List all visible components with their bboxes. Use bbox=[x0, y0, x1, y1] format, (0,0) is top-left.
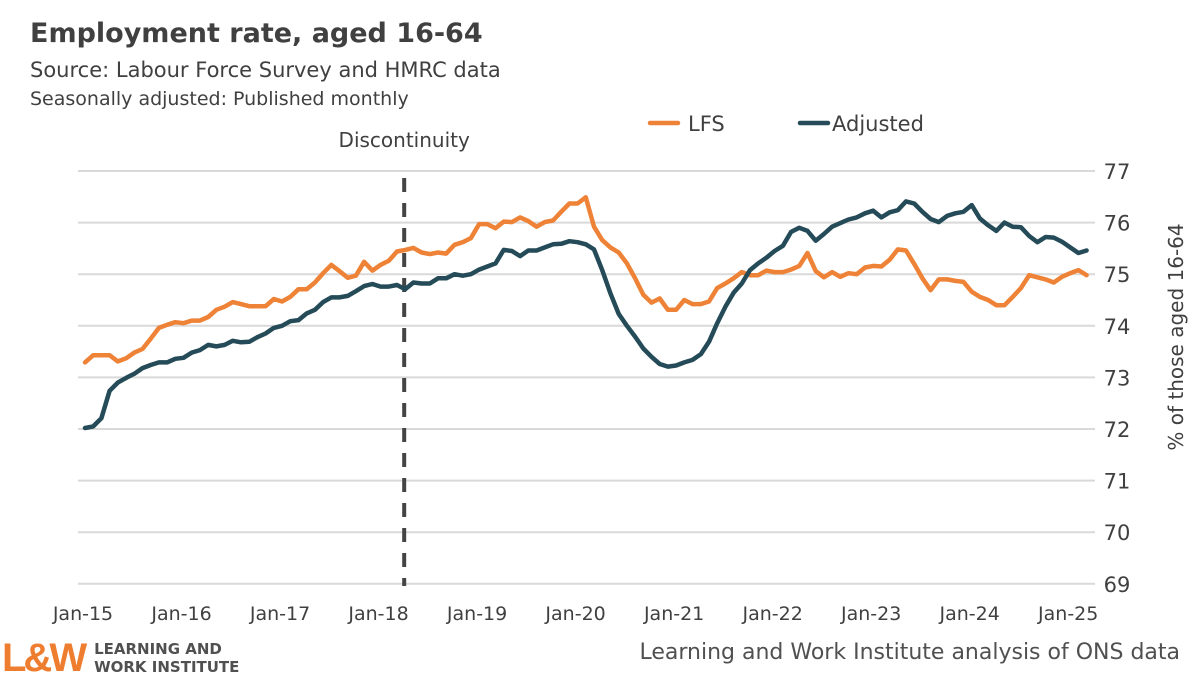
y-tick-label: 69 bbox=[1104, 573, 1131, 597]
x-tick-label: Jan-16 bbox=[150, 603, 211, 625]
series-line-lfs bbox=[82, 195, 1089, 365]
x-tick-label: Jan-24 bbox=[939, 603, 1000, 625]
series-line-adjusted bbox=[82, 199, 1089, 431]
discontinuity-label: Discontinuity bbox=[339, 128, 470, 152]
y-axis-label: % of those aged 16-64 bbox=[1164, 223, 1188, 450]
chart-note: Seasonally adjusted: Published monthly bbox=[30, 88, 409, 110]
x-tick-label: Jan-15 bbox=[52, 603, 113, 625]
x-tick-label: Jan-25 bbox=[1037, 603, 1098, 625]
y-tick-label: 73 bbox=[1104, 366, 1131, 390]
footer-credit: Learning and Work Institute analysis of … bbox=[639, 640, 1181, 665]
logo-text-line1: LEARNING AND bbox=[94, 640, 222, 658]
y-tick-label: 74 bbox=[1104, 315, 1131, 339]
x-axis-ticks: Jan-15 Jan-16 Jan-17 Jan-18 Jan-19 Jan-20 Jan-… bbox=[52, 603, 1099, 625]
y-tick-label: 77 bbox=[1104, 160, 1131, 184]
x-tick-label: Jan-20 bbox=[544, 603, 605, 625]
legend: LFS Adjusted bbox=[647, 112, 924, 136]
lw-logo: L&W LEARNING AND WORK INSTITUTE bbox=[2, 638, 239, 678]
x-tick-label: Jan-19 bbox=[446, 603, 507, 625]
legend-label-adjusted: Adjusted bbox=[832, 112, 924, 136]
logo-mark: L&W bbox=[2, 636, 87, 680]
discontinuity-annotation: Discontinuity bbox=[339, 128, 470, 586]
x-tick-label: Jan-23 bbox=[840, 603, 901, 625]
x-tick-label: Jan-18 bbox=[347, 603, 408, 625]
y-tick-label: 72 bbox=[1104, 418, 1131, 442]
y-axis-ticks: 69 70 71 72 73 74 75 76 77 bbox=[1104, 160, 1131, 597]
y-tick-label: 76 bbox=[1104, 212, 1131, 236]
gridlines bbox=[78, 170, 1095, 585]
legend-label-lfs: LFS bbox=[688, 112, 725, 136]
y-tick-label: 70 bbox=[1104, 521, 1131, 545]
y-tick-label: 71 bbox=[1104, 470, 1131, 494]
x-tick-label: Jan-22 bbox=[741, 603, 802, 625]
x-tick-label: Jan-17 bbox=[249, 603, 310, 625]
chart-title: Employment rate, aged 16-64 bbox=[30, 18, 483, 49]
chart-source: Source: Labour Force Survey and HMRC dat… bbox=[30, 58, 501, 82]
x-tick-label: Jan-21 bbox=[643, 603, 704, 625]
series-lines bbox=[82, 195, 1089, 431]
logo-text-line2: WORK INSTITUTE bbox=[94, 658, 240, 676]
y-tick-label: 75 bbox=[1104, 263, 1131, 287]
